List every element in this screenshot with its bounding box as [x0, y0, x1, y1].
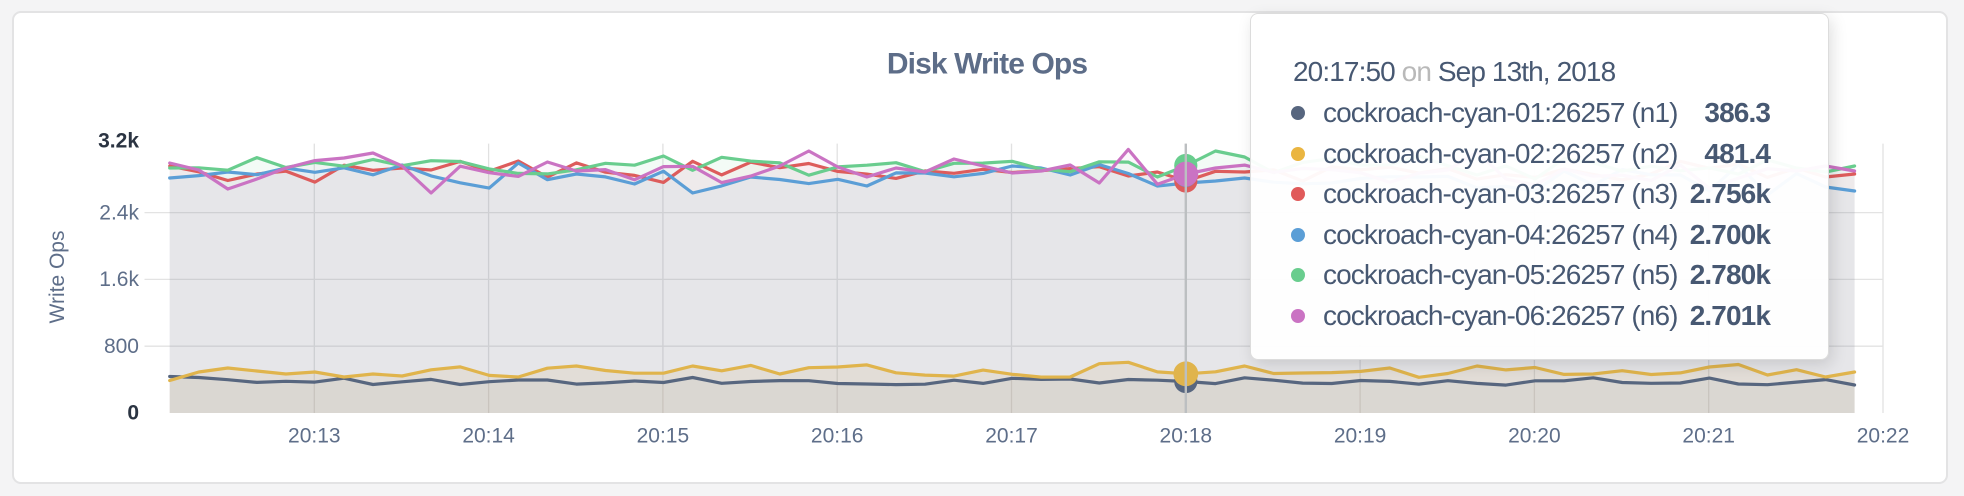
svg-text:20:22: 20:22	[1857, 425, 1910, 448]
svg-text:20:18: 20:18	[1160, 425, 1213, 448]
svg-text:20:19: 20:19	[1334, 425, 1387, 448]
svg-text:2.4k: 2.4k	[99, 201, 139, 224]
svg-text:0: 0	[127, 402, 139, 425]
svg-text:3.2k: 3.2k	[98, 130, 139, 153]
svg-text:20:20: 20:20	[1508, 425, 1561, 448]
svg-text:20:17: 20:17	[985, 425, 1038, 448]
svg-text:20:16: 20:16	[811, 425, 864, 448]
svg-text:20:14: 20:14	[462, 425, 515, 448]
svg-text:800: 800	[104, 335, 139, 358]
svg-text:20:21: 20:21	[1682, 425, 1735, 448]
svg-text:1.6k: 1.6k	[99, 268, 139, 291]
svg-text:Disk Write Ops: Disk Write Ops	[887, 48, 1087, 81]
svg-text:Write Ops: Write Ops	[46, 231, 69, 324]
svg-text:20:15: 20:15	[637, 425, 690, 448]
svg-text:20:13: 20:13	[288, 425, 341, 448]
